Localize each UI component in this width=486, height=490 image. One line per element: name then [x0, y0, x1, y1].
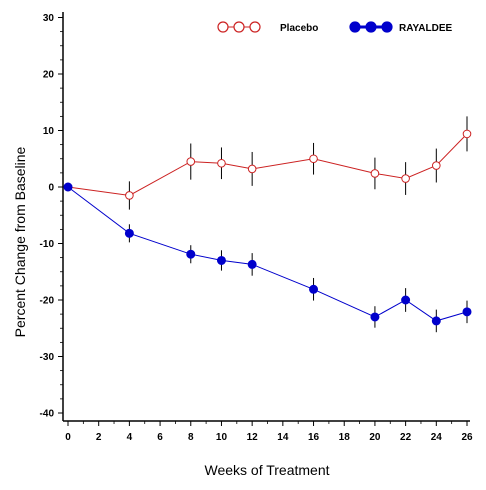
data-point	[432, 161, 441, 170]
x-tick-label: 6	[157, 432, 163, 443]
data-point	[63, 182, 73, 192]
x-tick-label: 24	[431, 432, 443, 443]
x-tick-label: 22	[400, 432, 412, 443]
legend-item-placebo: Placebo	[217, 21, 318, 34]
y-tick-label: 10	[43, 126, 55, 137]
x-tick-label: 12	[247, 432, 259, 443]
x-tick-label: 14	[277, 432, 289, 443]
data-point	[401, 295, 411, 305]
legend-label: Placebo	[280, 23, 318, 34]
y-tick-label: 30	[43, 13, 55, 24]
series-placebo	[63, 116, 472, 210]
data-point	[247, 259, 257, 269]
legend-marker	[349, 21, 361, 33]
x-tick-label: 20	[369, 432, 381, 443]
legend-marker	[249, 21, 261, 33]
data-point	[124, 228, 134, 238]
x-tick-label: 8	[188, 432, 194, 443]
data-point	[186, 249, 196, 259]
data-point	[370, 312, 380, 322]
data-point	[247, 164, 257, 174]
data-point	[462, 307, 472, 317]
series-rayaldee	[63, 182, 472, 333]
data-point	[462, 129, 472, 139]
x-tick-label: 2	[96, 432, 102, 443]
legend-label: RAYALDEE	[399, 23, 452, 34]
series-line	[67, 186, 468, 322]
data-point	[186, 157, 196, 166]
legend-item-rayaldee: RAYALDEE	[349, 21, 452, 34]
data-point	[401, 174, 410, 183]
y-tick-label: -10	[40, 239, 55, 250]
y-tick-label: -40	[40, 409, 55, 420]
data-point	[309, 154, 318, 164]
series-layer	[63, 116, 472, 333]
x-tick-label: 26	[461, 432, 473, 443]
axes	[62, 12, 470, 422]
x-tick-label: 18	[339, 432, 351, 443]
y-axis-title: Percent Change from Baseline	[12, 146, 28, 337]
data-point	[216, 255, 226, 265]
series-line	[67, 133, 468, 197]
data-point	[217, 158, 226, 168]
legend-marker	[217, 21, 229, 33]
data-point	[431, 316, 441, 326]
legend-marker	[365, 21, 377, 33]
y-tick-label: -20	[40, 296, 55, 307]
legend-marker	[233, 21, 245, 33]
legend-marker	[381, 21, 393, 33]
x-axis-ticks: 0 2 4 6 8 10 12 14 16 18 20 22 24 26	[65, 421, 473, 443]
x-tick-label: 16	[308, 432, 320, 443]
x-tick-label: 10	[216, 432, 228, 443]
data-point	[125, 191, 134, 200]
legend: Placebo RAYALDEE	[217, 21, 452, 34]
y-tick-label: 0	[48, 183, 54, 194]
x-tick-label: 0	[65, 432, 71, 443]
y-axis-ticks: 30 20 10 0 -10 -20 -30 -40	[40, 13, 63, 420]
x-axis-title: Weeks of Treatment	[204, 462, 329, 478]
data-point	[370, 169, 380, 178]
x-tick-label: 4	[127, 432, 133, 443]
y-tick-label: -30	[40, 352, 55, 363]
data-point	[309, 284, 319, 294]
y-tick-label: 20	[43, 70, 55, 81]
